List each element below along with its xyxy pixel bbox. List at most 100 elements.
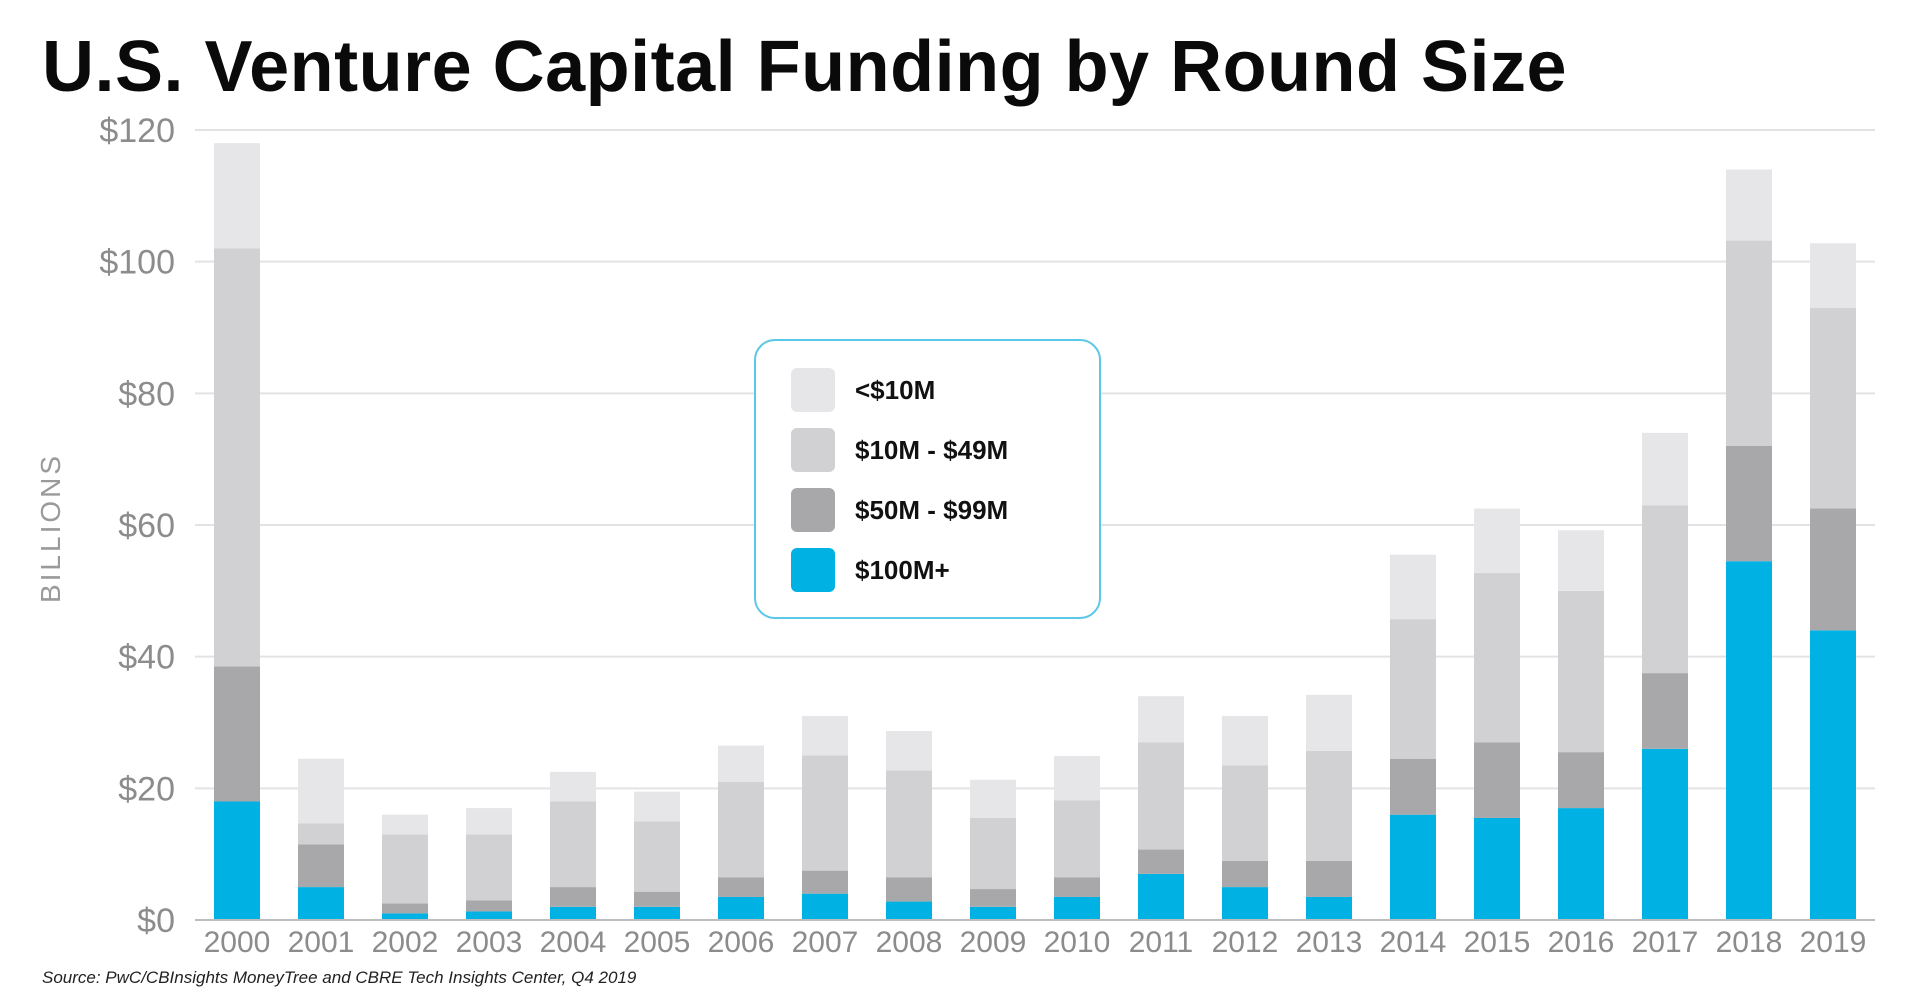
bar-segment-2011-s2 xyxy=(1138,742,1184,850)
bar-segment-2007-s3 xyxy=(802,715,848,756)
bar-segment-2007-s0 xyxy=(802,893,848,920)
x-tick-label: 2006 xyxy=(708,926,775,959)
bar-segment-2009-s0 xyxy=(970,906,1016,920)
bar-segment-2014-s2 xyxy=(1390,619,1436,759)
y-tick-label: $60 xyxy=(118,507,175,545)
x-tick-label: 2002 xyxy=(372,926,439,959)
x-axis: 2000 2001 2002 2003 2004 2005 2006 2007 2008 2009… xyxy=(195,919,1875,959)
bar-segment-2018-s0 xyxy=(1726,561,1772,920)
bar-segment-2005-s1 xyxy=(634,891,680,907)
bar-segment-2010-s2 xyxy=(1054,800,1100,878)
bar-segment-2010-s1 xyxy=(1054,877,1100,897)
bar-segment-2004-s3 xyxy=(550,771,596,802)
bar-segment-2008-s2 xyxy=(886,770,932,878)
bar-segment-2015-s1 xyxy=(1474,742,1520,818)
bar-segment-2001-s3 xyxy=(298,758,344,824)
legend: <$10M $10M - $49M $50M - $99M $100M+ xyxy=(754,339,1101,619)
x-tick-label: 2017 xyxy=(1632,926,1699,959)
legend-label: <$10M xyxy=(855,375,935,405)
bar-segment-2007-s1 xyxy=(802,870,848,894)
x-tick-label: 2011 xyxy=(1129,926,1194,959)
bar-segment-2019-s2 xyxy=(1810,307,1856,509)
bar-segment-2000-s3 xyxy=(214,143,260,249)
y-tick-label: $20 xyxy=(118,770,175,808)
bar-segment-2019-s0 xyxy=(1810,630,1856,920)
legend-swatch xyxy=(791,428,835,472)
bar-segment-2013-s2 xyxy=(1306,750,1352,861)
y-tick-label: $0 xyxy=(137,902,175,940)
y-tick-label: $100 xyxy=(99,244,175,282)
bar-segment-2013-s0 xyxy=(1306,896,1352,920)
bar-segment-2001-s2 xyxy=(298,823,344,845)
bar-segment-2002-s1 xyxy=(382,903,428,914)
bar-segment-2006-s0 xyxy=(718,896,764,920)
bar-segment-2014-s0 xyxy=(1390,814,1436,920)
legend-swatch xyxy=(791,368,835,412)
bar-segment-2015-s3 xyxy=(1474,508,1520,574)
bar-segment-2000-s0 xyxy=(214,801,260,920)
bar-segment-2009-s3 xyxy=(970,779,1016,818)
bar-segment-2001-s1 xyxy=(298,844,344,888)
bar-segment-2016-s2 xyxy=(1558,590,1604,753)
chart-title: U.S. Venture Capital Funding by Round Si… xyxy=(42,27,1568,107)
bar-segment-2002-s2 xyxy=(382,834,428,904)
x-tick-label: 2019 xyxy=(1800,926,1867,959)
bar-segment-2010-s0 xyxy=(1054,896,1100,920)
bar-segment-2013-s1 xyxy=(1306,860,1352,897)
bar-segment-2002-s3 xyxy=(382,814,428,835)
x-tick-label: 2003 xyxy=(456,926,523,959)
y-axis-title: BILLIONS xyxy=(35,453,66,603)
bar-segment-2003-s1 xyxy=(466,900,512,912)
bar-segment-2018-s1 xyxy=(1726,446,1772,562)
legend-box xyxy=(754,339,1101,619)
x-tick-label: 2004 xyxy=(540,926,607,959)
x-tick-label: 2005 xyxy=(624,926,691,959)
bar-segment-2012-s1 xyxy=(1222,860,1268,888)
bar-segment-2011-s3 xyxy=(1138,696,1184,743)
bar-segment-2003-s0 xyxy=(466,911,512,920)
bar-segment-2005-s3 xyxy=(634,791,680,822)
x-tick-label: 2000 xyxy=(204,926,271,959)
bar-segment-2004-s2 xyxy=(550,801,596,888)
bar-segment-2007-s2 xyxy=(802,755,848,871)
y-tick-label: $40 xyxy=(118,639,175,677)
bar-segment-2006-s2 xyxy=(718,781,764,878)
x-tick-label: 2012 xyxy=(1212,926,1279,959)
bar-segment-2014-s3 xyxy=(1390,554,1436,620)
bar-segment-2019-s1 xyxy=(1810,508,1856,631)
x-tick-label: 2001 xyxy=(288,926,355,959)
bar-segment-2009-s1 xyxy=(970,889,1016,907)
bar-segment-2017-s1 xyxy=(1642,673,1688,749)
bar-segment-2019-s3 xyxy=(1810,243,1856,308)
bar-segment-2008-s1 xyxy=(886,877,932,902)
x-tick-label: 2014 xyxy=(1380,926,1447,959)
bar-segment-2012-s0 xyxy=(1222,887,1268,920)
y-axis: $0 $20 $40 $60 $80 $100 $120 xyxy=(99,112,175,940)
x-tick-label: 2009 xyxy=(960,926,1027,959)
bar-segment-2004-s0 xyxy=(550,906,596,920)
bar-segment-2004-s1 xyxy=(550,887,596,907)
bar-segment-2016-s0 xyxy=(1558,808,1604,920)
bar-segment-2005-s0 xyxy=(634,906,680,920)
x-tick-label: 2013 xyxy=(1296,926,1363,959)
bar-segment-2012-s3 xyxy=(1222,715,1268,766)
bar-segment-2001-s0 xyxy=(298,887,344,920)
x-tick-label: 2007 xyxy=(792,926,859,959)
bar-segment-2003-s3 xyxy=(466,808,512,835)
x-tick-label: 2016 xyxy=(1548,926,1615,959)
bar-segment-2008-s3 xyxy=(886,731,932,771)
bar-segment-2000-s2 xyxy=(214,248,260,667)
bar-segment-2006-s3 xyxy=(718,745,764,782)
y-tick-label: $80 xyxy=(118,375,175,413)
legend-label: $10M - $49M xyxy=(855,435,1008,465)
x-tick-label: 2008 xyxy=(876,926,943,959)
source-note: Source: PwC/CBInsights MoneyTree and CBR… xyxy=(42,968,637,987)
y-tick-label: $120 xyxy=(99,112,175,150)
legend-label: $100M+ xyxy=(855,555,950,585)
bar-segment-2003-s2 xyxy=(466,834,512,901)
x-tick-label: 2018 xyxy=(1716,926,1783,959)
bar-segment-2017-s3 xyxy=(1642,432,1688,506)
bar-segment-2011-s0 xyxy=(1138,873,1184,920)
bar-segment-2002-s0 xyxy=(382,913,428,920)
